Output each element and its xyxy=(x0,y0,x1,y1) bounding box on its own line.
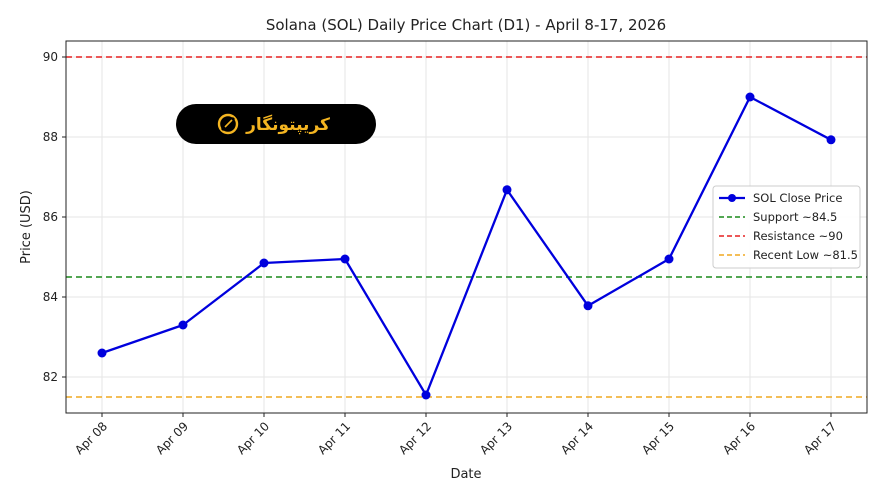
data-point xyxy=(664,254,674,264)
data-point xyxy=(583,301,593,311)
watermark-badge: کریپتونگار xyxy=(176,104,376,144)
series-lines xyxy=(101,95,832,397)
data-point xyxy=(259,258,269,268)
x-tick-label: Apr 14 xyxy=(558,419,596,457)
legend: SOL Close Price Support ~84.5 Resistance ~… xyxy=(712,185,861,269)
legend-label: Resistance ~90 xyxy=(753,229,843,243)
x-tick-label: Apr 09 xyxy=(153,419,191,457)
x-tick-label: Apr 08 xyxy=(72,419,110,457)
x-tick-label: Apr 15 xyxy=(639,419,677,457)
chart-title: Solana (SOL) Daily Price Chart (D1) - Ap… xyxy=(266,16,666,34)
data-point xyxy=(826,135,836,145)
legend-label: Support ~84.5 xyxy=(753,210,837,224)
watermark-text: کریپتونگار xyxy=(245,114,330,135)
y-axis: 82 84 86 88 90 xyxy=(43,50,66,384)
x-tick-label: Apr 17 xyxy=(801,419,839,457)
x-tick-label: Apr 11 xyxy=(315,419,353,457)
x-tick-label: Apr 16 xyxy=(720,419,758,457)
data-point xyxy=(421,390,431,400)
data-point xyxy=(502,185,512,195)
data-point xyxy=(340,254,350,264)
y-tick-label: 84 xyxy=(43,290,58,304)
legend-label: SOL Close Price xyxy=(753,191,842,205)
y-tick-label: 86 xyxy=(43,210,58,224)
data-points xyxy=(97,92,836,400)
x-axis-label: Date xyxy=(450,467,481,482)
legend-label: Recent Low ~81.5 xyxy=(753,248,858,262)
x-tick-label: Apr 13 xyxy=(477,419,515,457)
legend-box xyxy=(712,185,861,269)
x-tick-label: Apr 10 xyxy=(234,419,272,457)
crypto-logo-icon xyxy=(217,113,239,135)
data-point xyxy=(178,320,188,330)
y-tick-label: 88 xyxy=(43,130,58,144)
plot-frame xyxy=(65,40,868,414)
series-line xyxy=(101,95,832,397)
y-tick-label: 90 xyxy=(43,50,58,64)
data-point xyxy=(745,92,755,102)
reference-lines xyxy=(66,56,867,398)
y-axis-label: Price (USD) xyxy=(19,190,34,264)
y-tick-label: 82 xyxy=(43,370,58,384)
legend-marker xyxy=(728,194,736,202)
x-axis: Apr 08 Apr 09 Apr 10 Apr 11 Apr 12 Apr 13 Apr … xyxy=(72,413,839,457)
x-tick-label: Apr 12 xyxy=(396,419,434,457)
data-point xyxy=(97,348,107,358)
